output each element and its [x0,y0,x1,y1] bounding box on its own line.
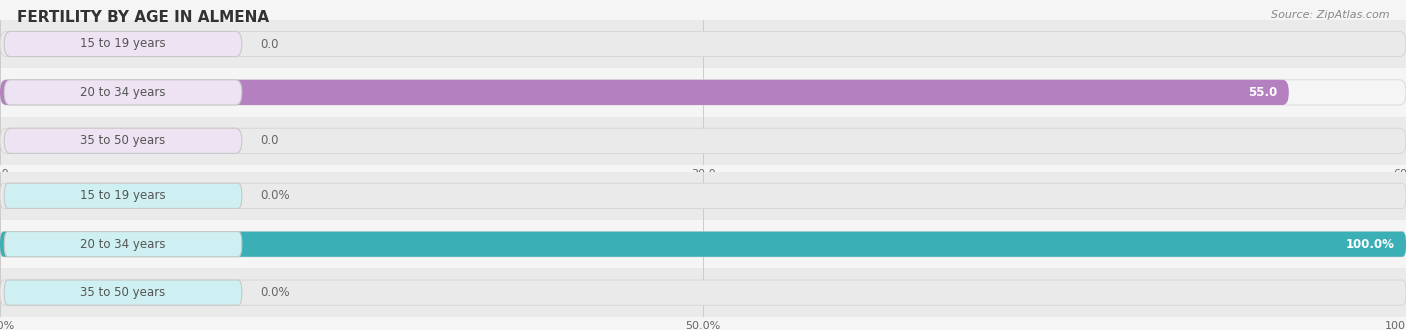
Text: 15 to 19 years: 15 to 19 years [80,38,166,50]
Bar [0,20,1406,68]
FancyBboxPatch shape [0,232,1406,257]
FancyBboxPatch shape [4,80,242,105]
FancyBboxPatch shape [4,128,242,153]
Bar [0,116,1406,165]
FancyBboxPatch shape [0,280,1406,305]
FancyBboxPatch shape [4,280,242,305]
Text: 35 to 50 years: 35 to 50 years [80,286,166,299]
FancyBboxPatch shape [0,232,1406,257]
Bar [0,68,1406,116]
Text: 0.0: 0.0 [260,38,278,50]
FancyBboxPatch shape [4,183,242,208]
FancyBboxPatch shape [4,232,242,257]
Text: 55.0: 55.0 [1249,86,1278,99]
Text: 100.0%: 100.0% [1346,238,1395,251]
FancyBboxPatch shape [4,31,242,56]
Text: 15 to 19 years: 15 to 19 years [80,189,166,202]
Bar [0,220,1406,268]
Bar [0,268,1406,317]
Bar [0,172,1406,220]
FancyBboxPatch shape [0,80,1289,105]
Text: 35 to 50 years: 35 to 50 years [80,134,166,147]
Text: 0.0%: 0.0% [260,189,290,202]
Text: 0.0%: 0.0% [260,286,290,299]
Text: 20 to 34 years: 20 to 34 years [80,86,166,99]
Text: FERTILITY BY AGE IN ALMENA: FERTILITY BY AGE IN ALMENA [17,10,269,25]
FancyBboxPatch shape [0,128,1406,153]
Text: Source: ZipAtlas.com: Source: ZipAtlas.com [1271,10,1389,20]
Text: 0.0: 0.0 [260,134,278,147]
Text: 20 to 34 years: 20 to 34 years [80,238,166,251]
FancyBboxPatch shape [0,31,1406,56]
FancyBboxPatch shape [0,80,1406,105]
FancyBboxPatch shape [0,183,1406,208]
